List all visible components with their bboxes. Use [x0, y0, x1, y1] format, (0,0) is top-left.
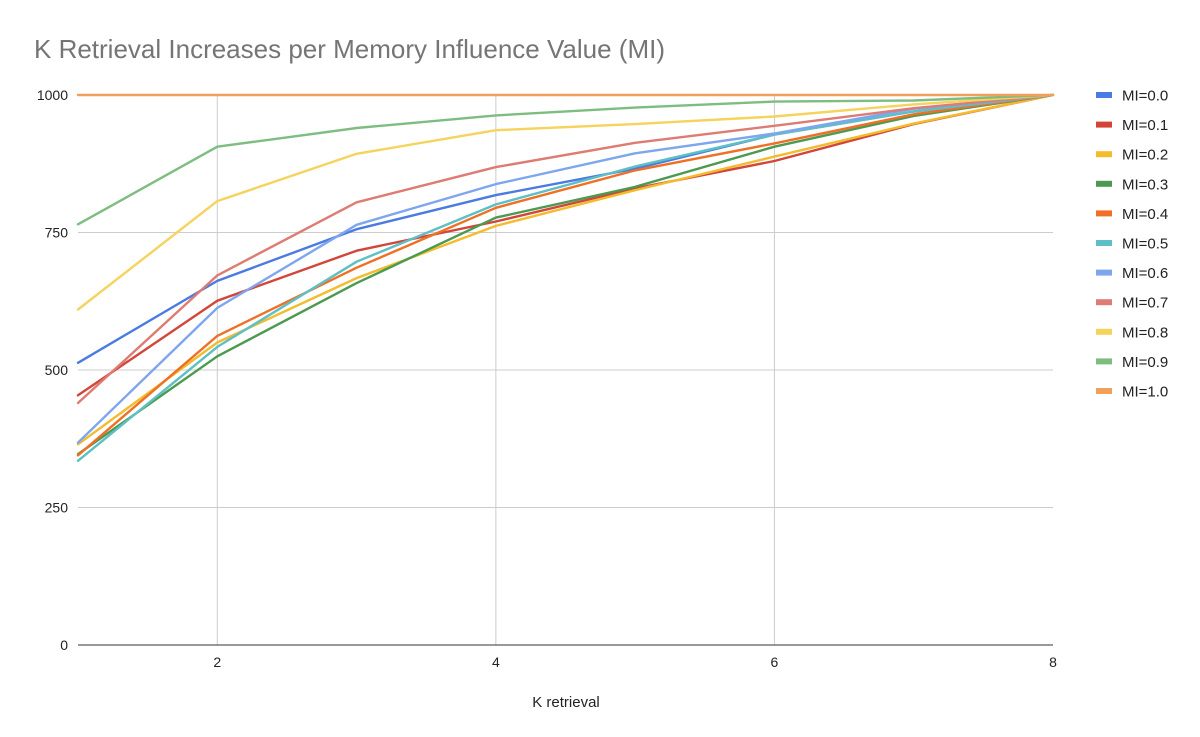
legend-label: MI=0.3	[1122, 176, 1168, 193]
legend-swatch-mi-0-5	[1096, 240, 1112, 246]
y-tick-label: 250	[45, 500, 69, 516]
x-tick-label: 8	[1049, 654, 1057, 670]
legend-swatch-mi-0-0	[1096, 92, 1112, 98]
series-line-mi-0-9	[76, 93, 1055, 226]
y-tick-label: 0	[60, 637, 68, 653]
legend-label: MI=0.8	[1122, 324, 1168, 341]
legend-swatch-mi-0-2	[1096, 151, 1112, 158]
legend-swatch-mi-0-1	[1096, 121, 1112, 128]
legend-label: MI=0.4	[1122, 206, 1168, 223]
chart-title: K Retrieval Increases per Memory Influen…	[34, 34, 665, 64]
series-lines	[76, 93, 1055, 462]
legend-label: MI=0.7	[1122, 295, 1168, 312]
y-tick-label: 500	[45, 362, 69, 378]
x-tick-label: 2	[213, 654, 221, 670]
series-line-mi-0-5	[76, 93, 1055, 462]
legend-swatch-mi-1-0	[1096, 388, 1112, 394]
x-axis-title: K retrieval	[532, 694, 600, 711]
legend-label: MI=0.6	[1122, 265, 1168, 282]
legend-label: MI=0.5	[1122, 236, 1168, 253]
x-tick-label: 4	[492, 654, 500, 670]
legend-label: MI=0.1	[1122, 117, 1168, 134]
legend-label: MI=0.2	[1122, 147, 1168, 164]
legend-label: MI=0.9	[1122, 354, 1168, 371]
series-line-mi-0-1	[76, 93, 1055, 397]
legend-swatch-mi-0-6	[1096, 269, 1112, 276]
series-line-mi-0-4	[76, 93, 1055, 457]
series-line-mi-0-7	[76, 93, 1055, 405]
x-tick-label: 6	[771, 654, 779, 670]
legend-label: MI=0.0	[1122, 88, 1168, 105]
legend-label: MI=1.0	[1122, 384, 1168, 401]
legend-swatch-mi-0-4	[1096, 210, 1112, 217]
series-line-mi-0-3	[76, 93, 1055, 456]
y-tick-label: 1000	[37, 87, 68, 103]
legend: MI=0.0 MI=0.1 MI=0.2 MI=0.3 MI=0.4 MI=0.5 MI=0…	[1096, 88, 1168, 401]
series-line-mi-0-0	[76, 93, 1055, 364]
y-axis-ticks: 0 250 500 750 1000	[37, 87, 68, 653]
series-line-mi-0-8	[76, 93, 1055, 311]
legend-swatch-mi-0-3	[1096, 180, 1112, 187]
legend-swatch-mi-0-7	[1096, 299, 1112, 306]
x-axis-ticks: 2 4 6 8	[213, 654, 1057, 670]
gridlines	[78, 94, 1053, 645]
series-line-mi-0-6	[76, 93, 1055, 444]
legend-swatch-mi-0-8	[1096, 328, 1112, 335]
legend-swatch-mi-0-9	[1096, 358, 1112, 365]
y-tick-label: 750	[45, 225, 69, 241]
series-line-mi-0-2	[76, 93, 1055, 446]
